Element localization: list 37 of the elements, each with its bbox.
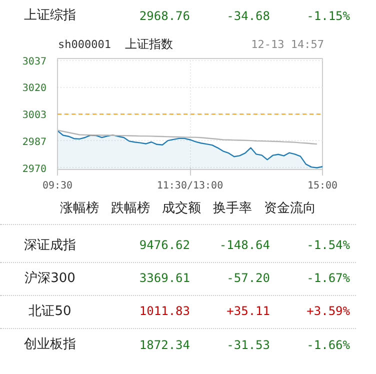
text: 2968.76 <box>138 8 190 25</box>
y-tick-label: 3037 <box>22 56 47 68</box>
text: -148.64 <box>218 237 270 254</box>
text: 创业板指 <box>23 336 77 354</box>
text: 换手率 <box>213 200 252 218</box>
text: -1.66% <box>306 336 350 354</box>
y-tick-label: 3003 <box>22 110 47 122</box>
text: -57.20 <box>226 270 270 288</box>
text: 北证50 <box>28 302 72 321</box>
text: 沪深300 <box>24 270 76 288</box>
text: 跌幅榜 <box>111 200 150 218</box>
text: 12-13 14:57 <box>251 37 324 53</box>
text: 3369.61 <box>138 270 190 288</box>
y-tick-label: 2970 <box>22 164 47 175</box>
text: -1.67% <box>306 270 350 288</box>
text: +35.11 <box>226 303 270 320</box>
text: -31.53 <box>226 336 270 354</box>
chart-title: 上证指数 <box>124 36 173 54</box>
text: -1.15% <box>306 8 350 25</box>
text: 资金流向 <box>264 200 316 218</box>
text: 上证综指 <box>23 7 77 26</box>
y-tick-label: 3020 <box>22 83 47 94</box>
x-tick-label: 09:30 <box>42 180 73 192</box>
x-tick-label: 11:30/13:00 <box>156 180 224 192</box>
text: 9476.62 <box>138 237 190 254</box>
text: 涨幅榜 <box>60 200 99 218</box>
y-tick-label: 2987 <box>22 136 47 148</box>
text: -1.54% <box>306 237 350 254</box>
text: 1011.83 <box>138 303 190 320</box>
text: 成交额 <box>162 200 201 218</box>
text: 1872.34 <box>138 336 190 354</box>
text: +3.59% <box>306 303 350 320</box>
text: -34.68 <box>226 8 270 25</box>
x-tick-label: 15:00 <box>307 180 338 192</box>
line-series <box>58 130 318 145</box>
chart-subtitle: sh000001 <box>58 37 111 53</box>
text: 深证成指 <box>23 236 77 255</box>
